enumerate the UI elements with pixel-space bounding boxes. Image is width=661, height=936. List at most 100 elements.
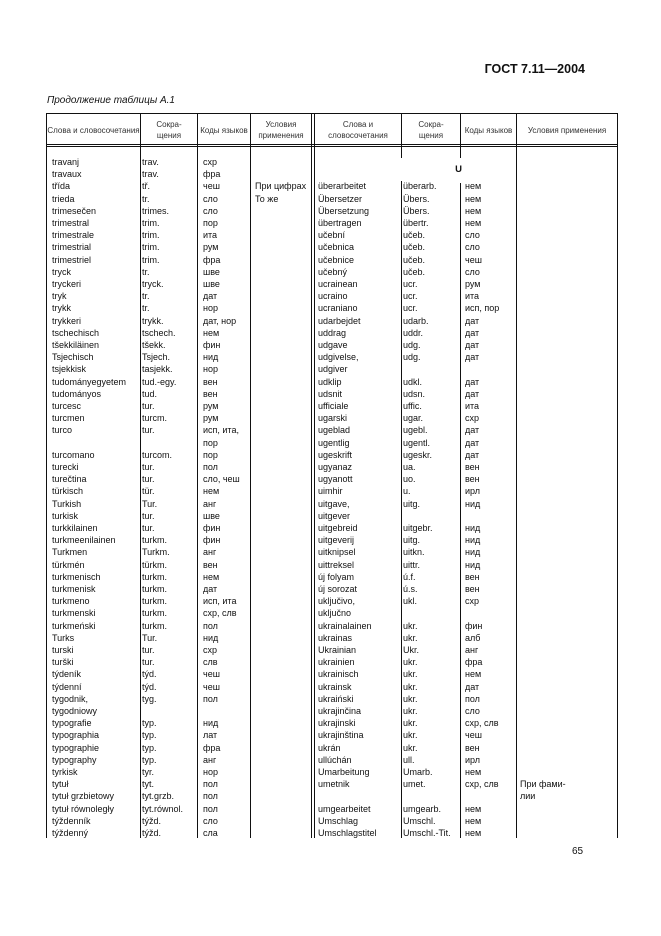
row-abbreviation: tyt. xyxy=(142,779,155,790)
row-word: Turks xyxy=(52,632,75,643)
row-word: turkmeenilainen xyxy=(52,535,116,546)
row-abbreviation: uitkn. xyxy=(403,547,425,558)
row-abbreviation: tur. xyxy=(142,474,155,485)
row-word: typographie xyxy=(52,742,100,753)
row-word: Tsjechisch xyxy=(52,352,94,363)
row-word: uključno xyxy=(318,608,352,619)
row-abbreviation: turkm. xyxy=(142,584,168,594)
row-language-codes: дат xyxy=(465,376,480,387)
row-abbreviation: turkm. xyxy=(142,620,168,631)
row-abbreviation: u. xyxy=(403,486,411,497)
row-language-codes: дат xyxy=(465,315,480,326)
row-language-codes: рум xyxy=(203,413,219,424)
row-language-codes: нид xyxy=(203,352,219,363)
row-language-codes: фин xyxy=(203,535,221,546)
row-word: učební xyxy=(318,230,346,241)
row-abbreviation: ukr. xyxy=(403,632,418,643)
row-language-codes: вен xyxy=(203,559,218,570)
row-language-codes: рум xyxy=(203,401,219,411)
row-word: Ukrainian xyxy=(318,645,357,655)
row-word: ukrajinčina xyxy=(318,706,362,716)
row-abbreviation: Tur. xyxy=(142,632,158,643)
row-language-codes: нид xyxy=(465,559,481,570)
row-word: turecki xyxy=(52,462,79,472)
row-abbreviation: ugeskr. xyxy=(403,449,433,460)
row-language-codes: фин xyxy=(203,523,221,533)
row-word: turkmenisch xyxy=(52,571,101,582)
row-abbreviation: tr. xyxy=(142,291,150,302)
row-word: tsjekkisk xyxy=(52,364,87,375)
row-language-codes: фин xyxy=(203,340,221,350)
row-abbreviation: tur. xyxy=(142,462,155,472)
row-abbreviation: Tsjech. xyxy=(142,352,171,363)
row-abbreviation: trimes. xyxy=(142,205,169,216)
row-language-codes: сло xyxy=(465,266,480,277)
row-abbreviation: ukr. xyxy=(403,693,418,704)
row-abbreviation: ugebl. xyxy=(403,425,428,436)
row-conditions: То же xyxy=(255,193,279,204)
row-language-codes: пор xyxy=(203,218,218,228)
header-conditions: Условия применения xyxy=(527,125,607,135)
header-conditions: Условия применения xyxy=(258,120,304,140)
row-word: ukrainien xyxy=(318,657,355,668)
row-word: udsnit xyxy=(318,388,343,399)
row-language-codes: схр, слв xyxy=(465,718,499,729)
row-language-codes: нем xyxy=(465,767,482,777)
row-language-codes: пол xyxy=(465,693,480,704)
row-language-codes: пор xyxy=(203,437,218,448)
row-conditions: При фами- xyxy=(520,779,566,790)
row-conditions: При цифрах xyxy=(255,181,307,192)
row-word: ugentlig xyxy=(318,437,350,448)
row-abbreviation: učeb. xyxy=(403,266,426,277)
row-abbreviation: trim. xyxy=(142,242,160,253)
row-abbreviation: týžd. xyxy=(142,815,162,826)
header-language-codes: Коды языков xyxy=(200,125,248,135)
page-number: 65 xyxy=(572,846,584,857)
row-language-codes: рум xyxy=(203,242,219,253)
row-word: třída xyxy=(52,181,71,192)
row-abbreviation: udarb. xyxy=(403,315,429,326)
row-abbreviation: učeb. xyxy=(403,230,426,241)
row-word: typographia xyxy=(52,730,100,741)
row-word: trykk xyxy=(52,303,71,314)
row-language-codes: схр xyxy=(465,413,480,424)
row-language-codes: дат xyxy=(465,327,480,338)
row-abbreviation: tyt.grzb. xyxy=(142,791,175,802)
row-abbreviation: uitg. xyxy=(403,535,421,546)
row-abbreviation: ú.f. xyxy=(403,571,416,582)
row-word: uitgever xyxy=(318,510,351,521)
row-abbreviation: übertr. xyxy=(403,218,429,228)
row-language-codes: дат xyxy=(465,340,480,350)
row-language-codes: анг xyxy=(203,498,217,509)
row-abbreviation: uo. xyxy=(403,474,416,485)
row-word: Übersetzer xyxy=(318,193,363,204)
row-language-codes: схр, слв xyxy=(465,779,499,790)
row-abbreviation: ú.s. xyxy=(403,584,418,594)
row-word: udgave xyxy=(318,340,348,350)
row-language-codes: сло xyxy=(465,706,480,716)
row-abbreviation: Umarb. xyxy=(403,767,433,777)
row-word: Übersetzung xyxy=(318,205,370,216)
row-abbreviation: tšekk. xyxy=(142,340,166,350)
row-word: tyrkisk xyxy=(52,767,78,777)
row-abbreviation: učeb. xyxy=(403,254,426,265)
row-abbreviation: trykk. xyxy=(142,315,164,326)
row-abbreviation: ull. xyxy=(403,754,415,765)
row-abbreviation: ukr. xyxy=(403,681,418,692)
row-language-codes: нем xyxy=(465,815,482,826)
row-language-codes: вен xyxy=(203,376,218,387)
row-language-codes: пол xyxy=(203,791,218,802)
row-language-codes: нид xyxy=(203,632,219,643)
row-abbreviation: ucr. xyxy=(403,279,418,289)
row-language-codes: анг xyxy=(203,547,217,558)
row-abbreviation: tud. xyxy=(142,388,158,399)
row-language-codes: анг xyxy=(465,645,479,655)
row-language-codes: вен xyxy=(465,571,480,582)
row-word: týdeník xyxy=(52,669,82,680)
row-language-codes: исп, ита xyxy=(203,596,237,607)
row-language-codes: ита xyxy=(203,230,218,241)
row-word: týždenník xyxy=(52,815,91,826)
row-abbreviation: typ. xyxy=(142,754,157,765)
row-word: tytuł grzbietowy xyxy=(52,791,115,802)
row-language-codes: фра xyxy=(203,254,221,265)
